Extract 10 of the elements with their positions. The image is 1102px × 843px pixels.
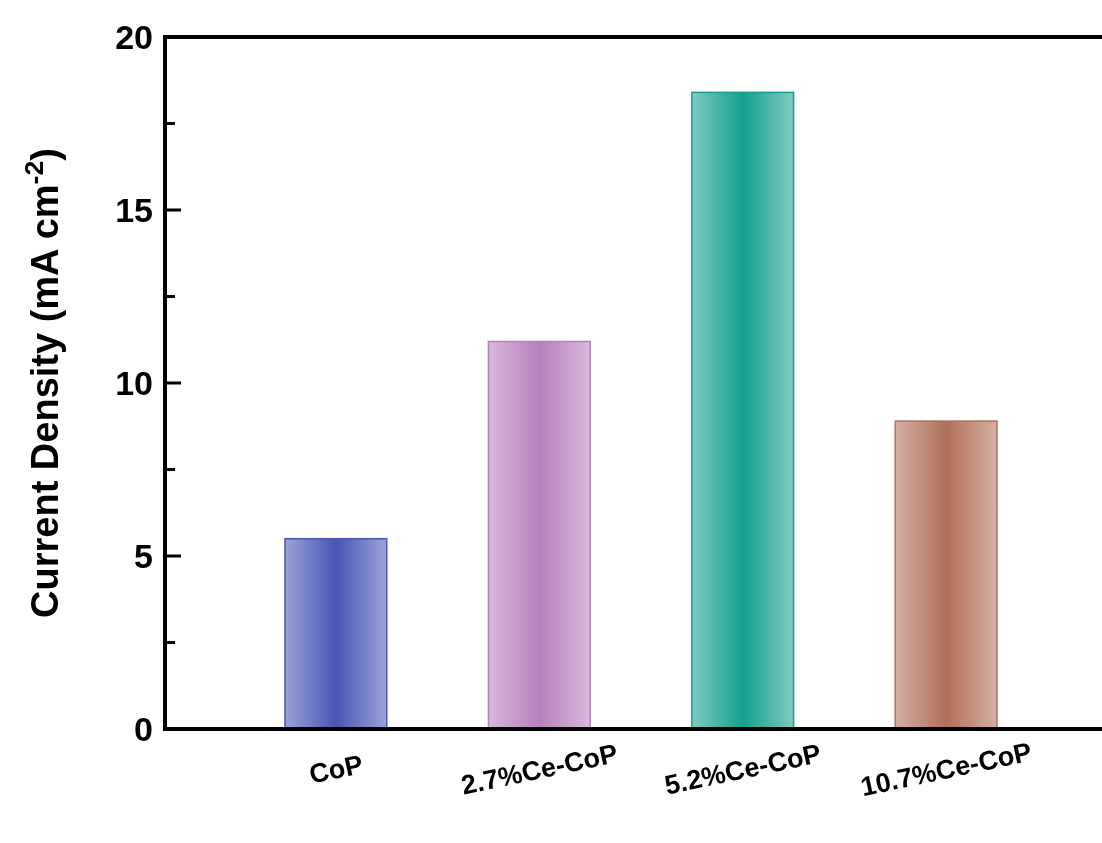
bar [691,91,795,730]
y-tick-label: 15 [115,190,153,229]
bar [487,340,591,730]
bar [894,420,998,730]
x-tick-label: CoP [306,749,366,790]
bar [284,537,388,730]
y-tick-label: 5 [134,536,153,575]
y-tick-label: 10 [115,363,153,402]
y-tick-label: 0 [134,709,153,748]
y-tick-label: 20 [115,17,153,56]
